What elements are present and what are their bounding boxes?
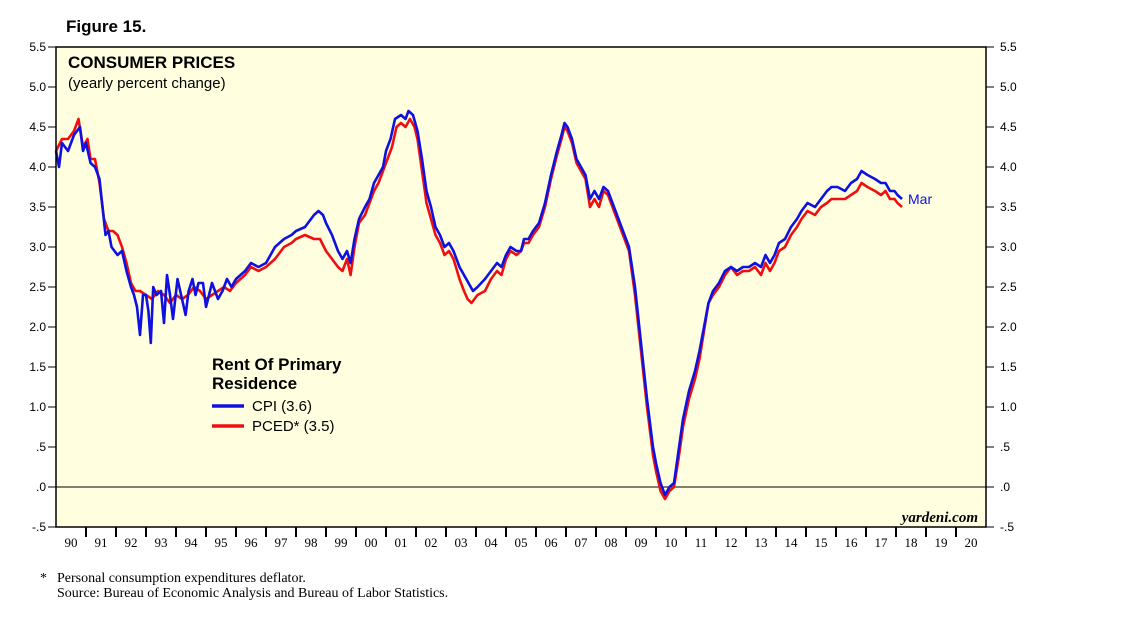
- y-tick-label-right: 5.0: [1000, 80, 1017, 94]
- x-tick-label: 12: [725, 535, 738, 550]
- y-tick-label-right: 1.5: [1000, 360, 1017, 374]
- y-tick-label-right: 5.5: [1000, 40, 1017, 54]
- y-tick-label-left: 1.0: [29, 400, 46, 414]
- x-tick-label: 02: [425, 535, 438, 550]
- x-tick-label: 05: [515, 535, 528, 550]
- chart-subtitle: (yearly percent change): [68, 75, 226, 92]
- x-tick-label: 19: [935, 535, 948, 550]
- y-tick-label-left: 1.5: [29, 360, 46, 374]
- series-line-cpi: [54, 109, 903, 497]
- plot-border: [55, 46, 987, 528]
- x-tick-label: 92: [125, 535, 138, 550]
- footnote-marker: *: [40, 571, 47, 586]
- x-tick-label: 11: [695, 535, 708, 550]
- brand-watermark: yardeni.com: [900, 510, 978, 526]
- x-tick-label: 90: [65, 535, 78, 550]
- x-tick-label: 16: [845, 535, 859, 550]
- series-layer: [54, 109, 903, 501]
- x-tick-label: 93: [155, 535, 168, 550]
- y-tick-label-right: 2.0: [1000, 320, 1017, 334]
- legend-title-line-1: Rent Of Primary: [212, 355, 342, 374]
- y-tick-label-left: 4.5: [29, 120, 46, 134]
- x-tick-label: 01: [395, 535, 408, 550]
- x-tick-label: 99: [335, 535, 348, 550]
- y-tick-label-right: -.5: [1000, 520, 1014, 534]
- x-tick-label: 06: [545, 535, 559, 550]
- chart-title: CONSUMER PRICES: [68, 53, 235, 72]
- x-tick-label: 00: [365, 535, 378, 550]
- y-axis-right: 5.5 5.0 4.5 4.0 3.5 3.0 2.5 2.0 1.5 1.0 .5 .0 -.5: [986, 40, 1017, 534]
- x-tick-label: 15: [815, 535, 828, 550]
- footnote-note: Personal consumption expenditures deflat…: [57, 571, 306, 586]
- x-tick-label: 17: [875, 535, 889, 550]
- x-tick-label: 91: [95, 535, 108, 550]
- x-tick-label: 07: [575, 535, 589, 550]
- x-tick-label: 04: [485, 535, 499, 550]
- legend-label-cpi: CPI (3.6): [252, 398, 312, 415]
- x-tick-label: 94: [185, 535, 199, 550]
- y-tick-label-right: .5: [1000, 440, 1010, 454]
- y-tick-label-left: 3.5: [29, 200, 46, 214]
- x-tick-label: 96: [245, 535, 259, 550]
- y-axis-left: 5.5 5.0 4.5 4.0 3.5 3.0 2.5 2.0 1.5 1.0 .5 .0 -.5: [29, 40, 56, 534]
- x-tick-label: 08: [605, 535, 618, 550]
- y-tick-label-left: .5: [36, 440, 46, 454]
- y-tick-label-left: 4.0: [29, 160, 46, 174]
- end-label: Mar: [908, 191, 932, 207]
- y-tick-label-right: 3.5: [1000, 200, 1017, 214]
- x-tick-label: 20: [965, 535, 978, 550]
- y-tick-label-right: 1.0: [1000, 400, 1017, 414]
- y-tick-label-left: 2.0: [29, 320, 46, 334]
- y-tick-label-right: 2.5: [1000, 280, 1017, 294]
- x-axis: 90 91 92 93 94 95 96 97 98 99 00 01 02 03 04 05 06 07 08 09…: [65, 527, 978, 550]
- y-tick-label-left: 3.0: [29, 240, 46, 254]
- x-tick-label: 13: [755, 535, 768, 550]
- x-tick-label: 18: [905, 535, 918, 550]
- x-tick-label: 03: [455, 535, 468, 550]
- y-tick-label-left: 5.0: [29, 80, 46, 94]
- y-tick-label-left: 5.5: [29, 40, 46, 54]
- x-tick-label: 09: [635, 535, 648, 550]
- figure-label: Figure 15.: [66, 17, 146, 36]
- footnote-source: Source: Bureau of Economic Analysis and …: [57, 586, 448, 601]
- legend: Rent Of Primary Residence CPI (3.6) PCED…: [212, 355, 342, 435]
- legend-label-pced: PCED* (3.5): [252, 418, 335, 435]
- y-tick-label-left: .0: [36, 480, 46, 494]
- x-tick-label: 98: [305, 535, 318, 550]
- x-tick-label: 14: [785, 535, 799, 550]
- y-tick-label-right: 4.0: [1000, 160, 1017, 174]
- x-tick-label: 97: [275, 535, 289, 550]
- y-tick-label-left: -.5: [32, 520, 46, 534]
- legend-title-line-2: Residence: [212, 374, 297, 393]
- y-tick-label-right: .0: [1000, 480, 1010, 494]
- x-tick-label: 95: [215, 535, 228, 550]
- x-tick-label: 10: [665, 535, 678, 550]
- y-tick-label-right: 3.0: [1000, 240, 1017, 254]
- y-tick-label-right: 4.5: [1000, 120, 1017, 134]
- y-tick-label-left: 2.5: [29, 280, 46, 294]
